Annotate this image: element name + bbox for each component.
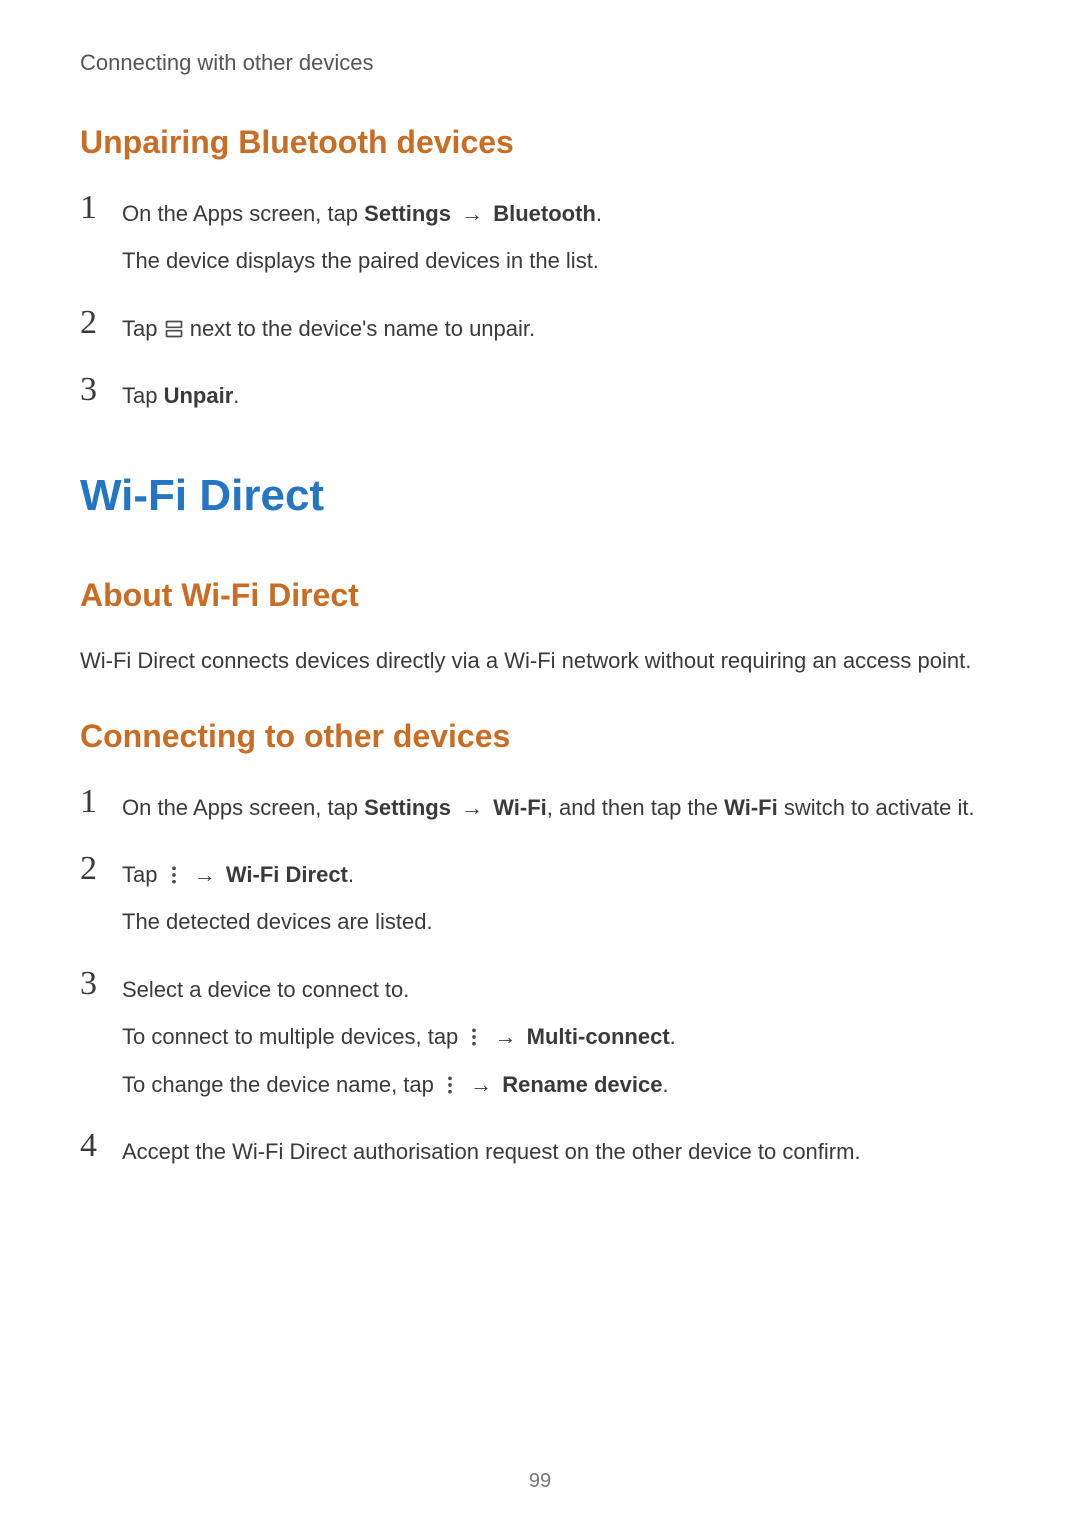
text-run: The device displays the paired devices i… — [122, 248, 599, 273]
step-item: 3Select a device to connect to. To connec… — [80, 967, 1000, 1103]
step-number: 2 — [80, 852, 122, 886]
section-heading-h2: About Wi-Fi Direct — [80, 577, 1000, 614]
body-paragraph: Wi-Fi Direct connects devices directly v… — [80, 644, 1000, 678]
step-body: Accept the Wi-Fi Direct authorisation re… — [122, 1129, 861, 1170]
arrow-glyph: → — [466, 1066, 496, 1103]
step-line: The detected devices are listed. — [122, 903, 433, 940]
content-root: Unpairing Bluetooth devices1On the Apps … — [80, 124, 1000, 1170]
arrow-glyph: → — [457, 195, 487, 232]
text-run: . — [596, 201, 602, 226]
bold-text: Settings — [364, 201, 451, 226]
text-run: To change the device name, tap — [122, 1072, 440, 1097]
more-vertical-icon — [164, 865, 184, 885]
text-run: On the Apps screen, tap — [122, 795, 364, 820]
text-run: . — [233, 383, 239, 408]
text-run: Tap — [122, 862, 164, 887]
step-line: Tap Unpair. — [122, 377, 239, 414]
step-item: 2Tap next to the device's name to unpair… — [80, 306, 1000, 347]
step-line: To change the device name, tap → Rename … — [122, 1066, 676, 1103]
bold-text: Rename device — [502, 1072, 662, 1097]
step-body: On the Apps screen, tap Settings → Wi-Fi… — [122, 785, 975, 826]
step-line: On the Apps screen, tap Settings → Bluet… — [122, 195, 602, 232]
step-item: 3Tap Unpair. — [80, 373, 1000, 414]
step-list: 1On the Apps screen, tap Settings → Blue… — [80, 191, 1000, 415]
step-body: Tap → Wi-Fi Direct. The detected devices … — [122, 852, 433, 941]
step-line: The device displays the paired devices i… — [122, 242, 602, 279]
more-vertical-icon — [440, 1075, 460, 1095]
section-heading-h2: Connecting to other devices — [80, 718, 1000, 755]
step-line: On the Apps screen, tap Settings → Wi-Fi… — [122, 789, 975, 826]
text-run: next to the device's name to unpair. — [184, 316, 536, 341]
bold-text: Settings — [364, 795, 451, 820]
step-number: 3 — [80, 967, 122, 1001]
text-run: The detected devices are listed. — [122, 909, 433, 934]
page-number: 99 — [0, 1470, 1080, 1493]
step-list: 1On the Apps screen, tap Settings → Wi-F… — [80, 785, 1000, 1171]
step-number: 2 — [80, 306, 122, 340]
step-line: Select a device to connect to. — [122, 971, 676, 1008]
document-page: Connecting with other devices Unpairing … — [0, 0, 1080, 1170]
step-body: On the Apps screen, tap Settings → Bluet… — [122, 191, 602, 280]
step-line: Tap next to the device's name to unpair. — [122, 310, 535, 347]
step-body: Tap Unpair. — [122, 373, 239, 414]
bold-text: Wi-Fi Direct — [226, 862, 348, 887]
step-line: Accept the Wi-Fi Direct authorisation re… — [122, 1133, 861, 1170]
step-item: 4Accept the Wi-Fi Direct authorisation r… — [80, 1129, 1000, 1170]
more-vertical-icon — [464, 1027, 484, 1047]
arrow-glyph: → — [491, 1018, 521, 1055]
step-item: 2Tap → Wi-Fi Direct. The detected devices… — [80, 852, 1000, 941]
bold-text: Wi-Fi — [724, 795, 778, 820]
step-line: Tap → Wi-Fi Direct. — [122, 856, 433, 893]
section-heading-h2: Unpairing Bluetooth devices — [80, 124, 1000, 161]
section-heading-h1: Wi-Fi Direct — [80, 471, 1000, 521]
text-run: Accept the Wi-Fi Direct authorisation re… — [122, 1139, 861, 1164]
bold-text: Unpair — [164, 383, 234, 408]
text-run: On the Apps screen, tap — [122, 201, 364, 226]
text-run: , and then tap the — [547, 795, 724, 820]
text-run: To connect to multiple devices, tap — [122, 1024, 464, 1049]
text-run: switch to activate it. — [778, 795, 975, 820]
step-item: 1On the Apps screen, tap Settings → Blue… — [80, 191, 1000, 280]
step-number: 3 — [80, 373, 122, 407]
step-body: Select a device to connect to. To connect… — [122, 967, 676, 1103]
step-body: Tap next to the device's name to unpair. — [122, 306, 535, 347]
arrow-glyph: → — [457, 789, 487, 826]
text-run: Tap — [122, 316, 164, 341]
text-run: . — [662, 1072, 668, 1097]
step-number: 4 — [80, 1129, 122, 1163]
text-run: Tap — [122, 383, 164, 408]
settings-gear-icon — [164, 319, 184, 339]
step-number: 1 — [80, 785, 122, 819]
step-number: 1 — [80, 191, 122, 225]
step-line: To connect to multiple devices, tap → Mu… — [122, 1018, 676, 1055]
bold-text: Multi-connect — [527, 1024, 670, 1049]
page-header: Connecting with other devices — [80, 50, 1000, 76]
step-item: 1On the Apps screen, tap Settings → Wi-F… — [80, 785, 1000, 826]
text-run: . — [348, 862, 354, 887]
bold-text: Bluetooth — [493, 201, 596, 226]
text-run: . — [670, 1024, 676, 1049]
bold-text: Wi-Fi — [493, 795, 547, 820]
arrow-glyph: → — [190, 856, 220, 893]
text-run: Select a device to connect to. — [122, 977, 409, 1002]
